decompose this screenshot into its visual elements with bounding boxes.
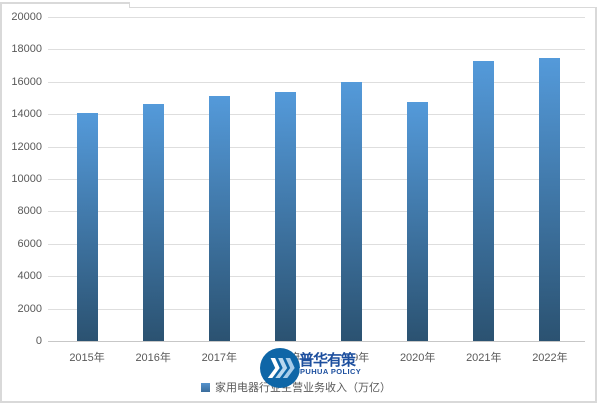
x-axis-tick-label: 2017年 <box>201 352 238 364</box>
gridline <box>48 308 585 310</box>
chart-border-top-left-segment <box>0 2 130 4</box>
bar-2016年 <box>142 104 164 341</box>
gridline <box>48 114 585 116</box>
x-axis-tick-label: 2016年 <box>135 352 171 364</box>
watermark-cn-text: 普华有策 <box>299 352 356 369</box>
legend-label: 家用电器行业主营业务收入（万亿） <box>215 382 391 394</box>
y-axis-tick-label: 0 <box>35 335 42 347</box>
bar-2018年 <box>274 91 296 341</box>
gridline <box>48 49 585 51</box>
x-axis-line <box>48 341 585 342</box>
gridline <box>48 276 585 278</box>
bar-2015年 <box>76 113 98 341</box>
y-axis-tick-label: 2000 <box>17 302 42 315</box>
legend-marker-icon <box>201 382 210 392</box>
gridline <box>48 243 585 245</box>
chart-border-bottom <box>0 401 596 403</box>
gridline <box>48 211 585 213</box>
y-axis-tick-label: 20000 <box>11 11 42 23</box>
chart-legend: 家用电器行业主营业务收入（万亿） <box>0 379 592 395</box>
y-axis-tick-label: 12000 <box>11 140 42 153</box>
bar-2019年 <box>341 81 363 341</box>
x-axis-tick-label: 2015年 <box>69 352 105 364</box>
bar-2021年 <box>473 60 495 341</box>
y-axis-tick-label: 16000 <box>11 75 42 88</box>
bar-2020年 <box>407 102 429 341</box>
x-axis-tick-label: 2019年 <box>333 352 370 364</box>
y-axis-tick-label: 18000 <box>11 43 42 56</box>
puhua-logo-icon <box>260 348 300 388</box>
x-axis-tick-label: 2022年 <box>532 352 568 364</box>
y-axis-tick-label: 6000 <box>17 237 42 250</box>
chart-border-right <box>595 7 597 403</box>
chart-border-top <box>129 7 596 8</box>
bar-2017年 <box>208 96 230 341</box>
gridline <box>48 17 585 18</box>
chart-border-top-notch <box>129 2 130 8</box>
gridline <box>48 146 585 148</box>
gridline <box>48 179 585 180</box>
chart-border-left <box>0 2 2 403</box>
y-axis-tick-label: 14000 <box>11 108 42 121</box>
y-axis-tick-label: 4000 <box>17 270 42 283</box>
bar-2022年 <box>539 57 561 341</box>
x-axis-tick-label: 2021年 <box>466 352 502 364</box>
watermark-en-text: PUHUA POLICY <box>300 367 362 376</box>
x-axis-tick-label: 2020年 <box>399 352 436 364</box>
y-axis-tick-label: 10000 <box>11 173 42 185</box>
gridline <box>48 81 585 83</box>
y-axis-tick-label: 8000 <box>17 205 42 218</box>
